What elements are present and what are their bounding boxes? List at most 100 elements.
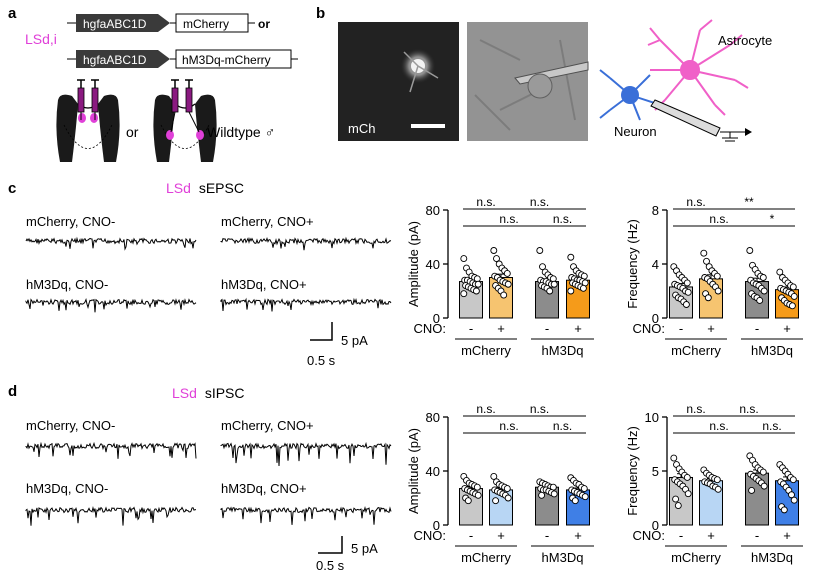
data-point — [790, 292, 798, 300]
cno-label: CNO: — [633, 528, 666, 543]
data-point — [571, 497, 579, 505]
data-point — [756, 297, 764, 304]
sipsc-title: LSd sIPSC — [172, 385, 245, 401]
promoter-arrow — [76, 14, 170, 32]
panel-c: c LSd sEPSC mCherry, CNO- mCherry, CNO+ … — [8, 180, 392, 368]
data-point — [503, 485, 511, 492]
data-point — [472, 287, 480, 295]
data-point — [493, 255, 500, 263]
scale-bar-c: 5 pA 0.5 s — [307, 322, 368, 368]
data-point — [490, 472, 498, 480]
data-point — [714, 485, 722, 493]
y-tick-label: 80 — [426, 410, 440, 425]
sepsc-title: LSd sEPSC — [166, 180, 244, 196]
trace-label: mCherry, CNO- — [26, 214, 115, 229]
significance-label: n.s. — [530, 195, 549, 209]
cno-value: + — [574, 528, 582, 543]
data-point — [776, 268, 784, 276]
data-point — [460, 290, 468, 298]
panel-b-letter: b — [316, 5, 325, 22]
neuron-label: Neuron — [614, 124, 657, 139]
recording-label: sIPSC — [205, 385, 245, 401]
panel-a-letter: a — [8, 5, 17, 22]
data-point — [682, 301, 690, 308]
y-axis-label: Amplitude (pA) — [406, 428, 421, 514]
data-point — [539, 263, 546, 271]
trace-label: mCherry, CNO+ — [221, 214, 314, 229]
trace-label: hM3Dq, CNO- — [26, 481, 108, 496]
y-tick-label: 0 — [433, 518, 440, 533]
data-point — [789, 283, 797, 291]
neuron-icon — [599, 69, 671, 121]
data-point — [550, 280, 558, 288]
current-trace — [220, 236, 392, 251]
y-axis-label: Frequency (Hz) — [625, 426, 640, 516]
y-tick-label: 10 — [645, 410, 659, 425]
current-trace — [25, 236, 197, 251]
data-point — [492, 497, 500, 505]
scale-bar-d: 5 pA 0.5 s — [316, 536, 378, 573]
cno-value: + — [497, 321, 505, 336]
promoter-label: hgfaABC1D — [83, 53, 147, 67]
cno-value: + — [707, 321, 715, 336]
data-point — [474, 280, 482, 288]
data-point — [759, 468, 767, 476]
data-point — [504, 280, 512, 288]
sepsc-traces — [25, 236, 392, 313]
data-point — [550, 490, 558, 498]
data-point — [748, 486, 756, 494]
significance-label: n.s. — [553, 419, 572, 433]
significance-label: n.s. — [553, 212, 572, 226]
wildtype-label: Wildtype ♂ — [207, 124, 275, 140]
current-trace — [220, 297, 392, 312]
group-label: hM3Dq — [542, 343, 584, 358]
data-point — [684, 288, 692, 296]
cno-value: + — [783, 321, 791, 336]
data-point — [760, 287, 768, 295]
data-point — [672, 495, 680, 503]
panel-b: b mCh Astrocyte — [316, 5, 772, 142]
significance-label: n.s. — [739, 402, 758, 416]
brain-slice-injection-2 — [153, 79, 217, 162]
data-point — [460, 255, 468, 263]
chart-c-amplitude: 0 40 80 Amplitude (pA) n.s. n.s. n.s. n.s. CNO: -… — [406, 195, 594, 358]
current-trace — [25, 297, 197, 313]
promoter-arrow — [76, 50, 170, 68]
data-point — [713, 272, 721, 280]
significance-label: n.s. — [686, 195, 705, 209]
data-point — [760, 482, 768, 490]
group-label: hM3Dq — [751, 550, 793, 565]
construct-or-label: or — [258, 17, 270, 31]
data-point — [759, 274, 767, 281]
y-tick-label: 5 — [652, 464, 659, 479]
data-point — [490, 247, 498, 254]
data-point — [538, 491, 546, 499]
sipsc-traces — [25, 441, 392, 526]
significance-label: * — [770, 212, 775, 226]
cno-label: CNO: — [633, 321, 666, 336]
group-label: mCherry — [671, 343, 721, 358]
fluorescence-image: mCh — [338, 22, 459, 141]
cno-value: + — [783, 528, 791, 543]
region-label: LSd — [172, 385, 197, 401]
data-point — [683, 279, 691, 287]
data-point — [700, 249, 708, 257]
cno-label: CNO: — [414, 528, 447, 543]
cno-value: - — [679, 321, 683, 336]
significance-label: n.s. — [476, 195, 495, 209]
y-tick-label: 4 — [652, 257, 659, 272]
y-tick-label: 80 — [426, 203, 440, 218]
current-trace — [220, 441, 392, 467]
y-tick-label: 0 — [433, 311, 440, 326]
group-label: hM3Dq — [751, 343, 793, 358]
data-point — [504, 494, 512, 502]
data-point — [473, 483, 481, 491]
scale-bar — [411, 124, 445, 128]
chart-d-amplitude: 0 40 80 Amplitude (pA) n.s. n.s. n.s. n.s. CNO: -… — [406, 402, 594, 565]
scale-y-label: 5 pA — [351, 541, 378, 556]
brain-slice-injection-1 — [56, 79, 120, 162]
data-point — [674, 502, 682, 510]
reporter-label: mCherry — [183, 17, 229, 31]
